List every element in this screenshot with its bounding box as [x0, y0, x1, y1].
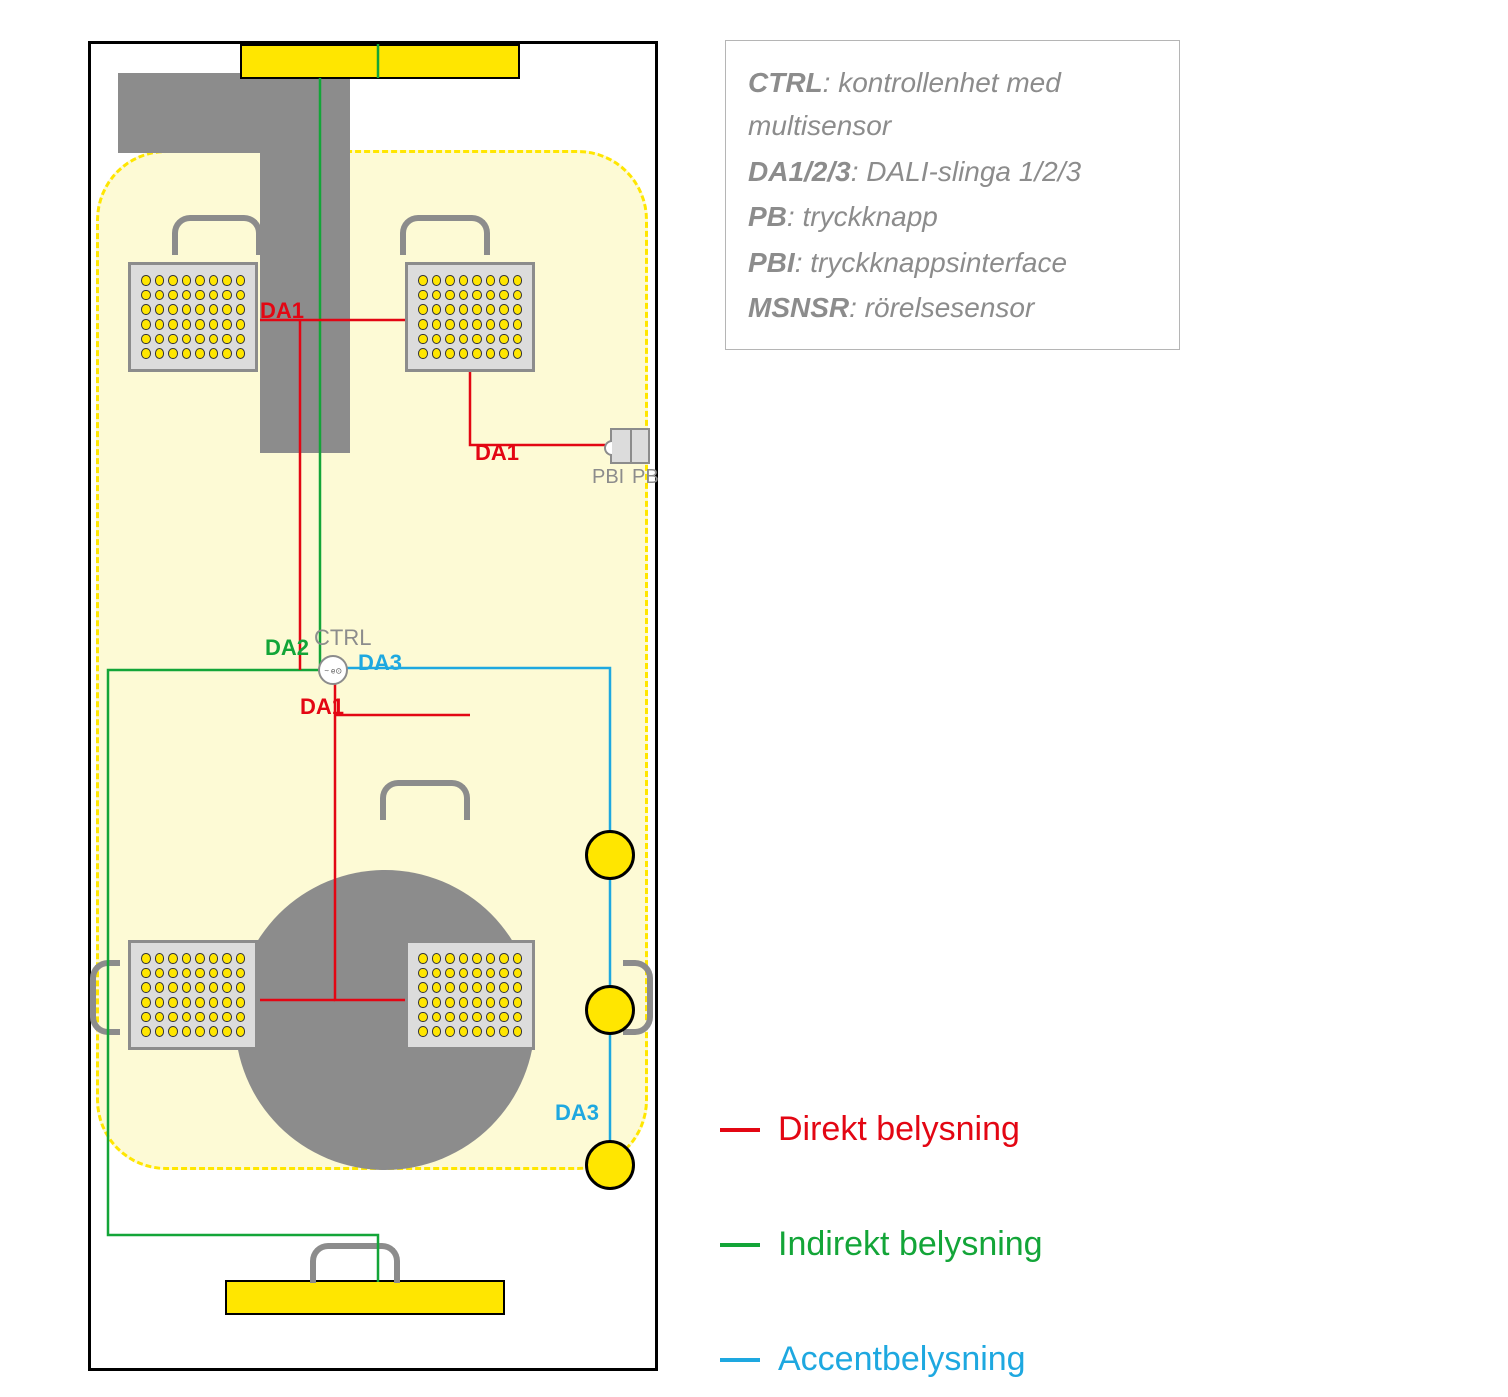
wire-label: DA2 — [265, 635, 309, 661]
legend-row: MSNSR: rörelsesensor — [748, 286, 1157, 329]
led-panel — [128, 940, 258, 1050]
legend-swatch — [720, 1358, 760, 1362]
chair-icon — [90, 960, 120, 1035]
color-legend-row: Accentbelysning — [720, 1340, 1026, 1379]
chair-icon — [400, 215, 490, 255]
pbi-label: PBI — [592, 466, 624, 489]
legend-row: DA1/2/3: DALI-slinga 1/2/3 — [748, 150, 1157, 193]
legend-text: Indirekt belysning — [778, 1225, 1043, 1264]
color-legend-row: Direkt belysning — [720, 1110, 1020, 1149]
chair-icon — [310, 1243, 400, 1283]
svg-text:~ e⊙: ~ e⊙ — [324, 666, 342, 675]
linear-luminaire — [240, 44, 520, 79]
ctrl-unit: ~ e⊙ — [318, 655, 348, 685]
linear-luminaire — [225, 1280, 505, 1315]
wire-label: DA1 — [260, 298, 304, 324]
ctrl-label: CTRL — [314, 625, 371, 651]
legend-swatch — [720, 1128, 760, 1132]
pb-label: PB — [632, 466, 659, 489]
led-panel — [128, 262, 258, 372]
wire-label: DA3 — [358, 650, 402, 676]
furniture-rect — [260, 73, 350, 453]
chair-icon — [172, 215, 262, 255]
legend-text: Direkt belysning — [778, 1110, 1020, 1149]
wire-label: DA3 — [555, 1100, 599, 1126]
accent-luminaire — [585, 985, 635, 1035]
legend-row: PBI: tryckknappsinterface — [748, 241, 1157, 284]
wire-label: DA1 — [475, 440, 519, 466]
accent-luminaire — [585, 830, 635, 880]
wire-label: DA1 — [300, 694, 344, 720]
color-legend-row: Indirekt belysning — [720, 1225, 1043, 1264]
abbreviation-legend: CTRL: kontrollenhet med multisensorDA1/2… — [725, 40, 1180, 350]
legend-row: PB: tryckknapp — [748, 195, 1157, 238]
legend-row: CTRL: kontrollenhet med multisensor — [748, 61, 1157, 148]
legend-swatch — [720, 1243, 760, 1247]
led-panel — [405, 262, 535, 372]
pbi-box — [610, 428, 650, 464]
led-panel — [405, 940, 535, 1050]
chair-icon — [380, 780, 470, 820]
legend-text: Accentbelysning — [778, 1340, 1026, 1379]
accent-luminaire — [585, 1140, 635, 1190]
